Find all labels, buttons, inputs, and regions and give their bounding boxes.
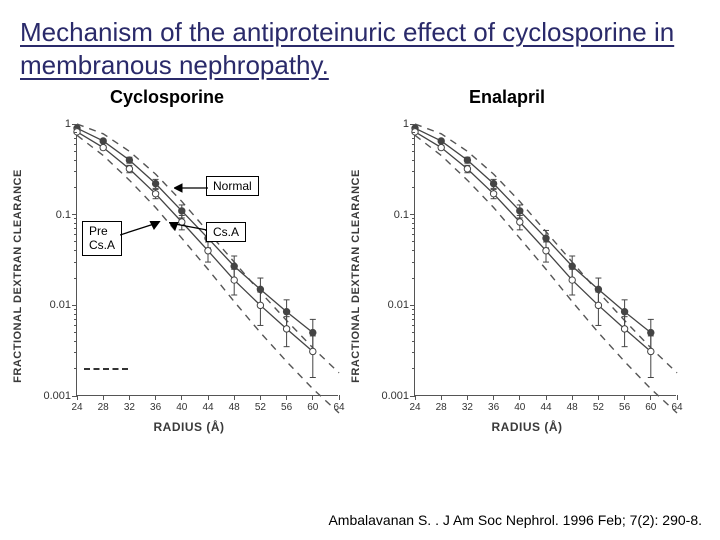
page-title: Mechanism of the antiproteinuric effect …: [0, 0, 720, 85]
ytick-label: 0.001: [37, 390, 71, 402]
ytick-label: 0.1: [37, 209, 71, 221]
subtitle-cyclosporine: Cyclosporine: [110, 87, 224, 108]
ytick-label: 1: [375, 118, 409, 130]
ytick-label: 0.01: [37, 299, 71, 311]
ytick-label: 1: [37, 118, 71, 130]
xtick-label: 60: [645, 402, 656, 413]
x-axis-label: RADIUS (Å): [492, 420, 563, 434]
xtick-label: 32: [462, 402, 473, 413]
dash-legend-sample: [84, 368, 128, 370]
chart-cyclosporine: FRACTIONAL DEXTRAN CLEARANCE RADIUS (Å) …: [24, 116, 354, 436]
chart-svg-left: [77, 124, 338, 395]
annot-normal: Normal: [206, 176, 259, 196]
chart-subtitles: Cyclosporine Enalapril: [0, 87, 720, 108]
xtick-label: 64: [671, 402, 682, 413]
xtick-label: 32: [124, 402, 135, 413]
x-axis-label: RADIUS (Å): [154, 420, 225, 434]
xtick-label: 64: [333, 402, 344, 413]
xtick-label: 36: [488, 402, 499, 413]
xtick-label: 40: [514, 402, 525, 413]
citation-text: Ambalavanan S. . J Am Soc Nephrol. 1996 …: [328, 512, 702, 528]
xtick-label: 56: [281, 402, 292, 413]
xtick-label: 36: [150, 402, 161, 413]
subtitle-enalapril: Enalapril: [469, 87, 545, 108]
xtick-label: 24: [71, 402, 82, 413]
xtick-label: 60: [307, 402, 318, 413]
y-axis-label: FRACTIONAL DEXTRAN CLEARANCE: [350, 169, 362, 383]
xtick-label: 24: [409, 402, 420, 413]
xtick-label: 52: [255, 402, 266, 413]
xtick-label: 48: [229, 402, 240, 413]
xtick-label: 56: [619, 402, 630, 413]
plot-area-left: 10.10.010.0012428323640444852566064: [76, 124, 338, 396]
arrow-pre: [120, 221, 162, 239]
arrow-normal: [174, 182, 208, 196]
plot-area-right: 10.10.010.0012428323640444852566064: [414, 124, 676, 396]
annot-csa: Cs.A: [206, 222, 246, 242]
xtick-label: 44: [540, 402, 551, 413]
ytick-label: 0.1: [375, 209, 409, 221]
charts-container: FRACTIONAL DEXTRAN CLEARANCE RADIUS (Å) …: [24, 116, 696, 436]
xtick-label: 28: [98, 402, 109, 413]
xtick-label: 40: [176, 402, 187, 413]
xtick-label: 52: [593, 402, 604, 413]
chart-svg-right: [415, 124, 676, 395]
ytick-label: 0.001: [375, 390, 409, 402]
annot-pre-csa: Pre Cs.A: [82, 221, 122, 256]
xtick-label: 48: [567, 402, 578, 413]
arrow-csa: [169, 222, 207, 238]
chart-enalapril: FRACTIONAL DEXTRAN CLEARANCE RADIUS (Å) …: [362, 116, 692, 436]
xtick-label: 28: [436, 402, 447, 413]
xtick-label: 44: [202, 402, 213, 413]
y-axis-label: FRACTIONAL DEXTRAN CLEARANCE: [12, 169, 24, 383]
ytick-label: 0.01: [375, 299, 409, 311]
